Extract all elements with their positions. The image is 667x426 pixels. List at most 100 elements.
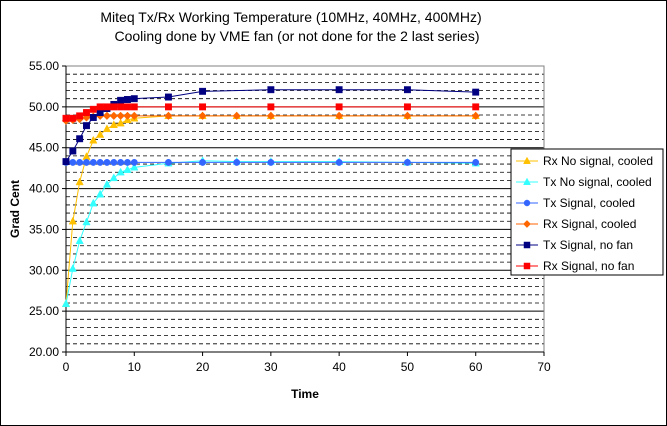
data-point-square — [83, 109, 90, 117]
data-point-triangle — [123, 165, 132, 173]
data-point-triangle — [523, 156, 531, 164]
data-point-square — [69, 147, 77, 155]
data-point-square — [124, 103, 131, 111]
data-point-circle — [523, 199, 531, 207]
data-point-diamond — [116, 111, 125, 120]
data-point-diamond — [334, 111, 344, 120]
legend-label: Rx No signal, cooled — [543, 154, 653, 168]
legend-item: Rx Signal, no fan — [516, 259, 634, 273]
x-tick-label: 20 — [196, 360, 210, 374]
data-point-circle — [103, 158, 111, 166]
data-point-triangle — [89, 198, 98, 207]
data-point-circle — [199, 158, 207, 166]
legend-label: Tx Signal, no fan — [543, 238, 633, 252]
series-group — [61, 86, 480, 307]
data-point-square — [96, 103, 104, 111]
data-point-square — [199, 87, 207, 95]
legend-label: Rx Signal, cooled — [543, 217, 636, 231]
y-tick-label: 55.00 — [29, 59, 59, 73]
data-point-triangle — [130, 162, 139, 171]
data-point-square — [69, 114, 77, 122]
data-point-diamond — [198, 111, 207, 120]
data-point-square — [164, 93, 172, 101]
data-point-square — [267, 103, 275, 111]
data-point-square — [130, 103, 138, 111]
x-tick-label: 0 — [63, 360, 70, 374]
data-point-square — [403, 86, 411, 94]
data-point-triangle — [116, 118, 125, 127]
data-point-circle — [472, 158, 480, 166]
data-point-square — [62, 158, 70, 166]
data-point-triangle — [116, 167, 125, 176]
legend-item: Rx Signal, cooled — [516, 217, 636, 231]
data-point-triangle — [96, 130, 105, 138]
data-point-triangle — [109, 173, 118, 182]
data-point-circle — [267, 158, 275, 166]
data-point-triangle — [75, 236, 84, 245]
data-point-triangle — [61, 299, 71, 307]
legend-item: Rx No signal, cooled — [516, 154, 653, 168]
data-point-square — [164, 103, 172, 111]
plot-area — [66, 66, 544, 352]
x-axis-title: Time — [291, 387, 319, 401]
data-point-square — [96, 109, 104, 117]
data-point-diamond — [102, 111, 112, 120]
legend-label: Rx Signal, no fan — [543, 259, 634, 273]
x-tick-label: 70 — [537, 360, 551, 374]
data-point-square — [89, 114, 97, 121]
data-point-diamond — [164, 111, 173, 120]
data-point-square — [83, 122, 90, 130]
y-tick-label: 50.00 — [29, 100, 59, 114]
legend-label: Tx No signal, cooled — [543, 175, 652, 189]
y-tick-label: 20.00 — [29, 345, 59, 359]
x-tick-label: 10 — [128, 360, 142, 374]
series-rx-signal-no-fan — [62, 103, 480, 122]
data-point-circle — [76, 158, 84, 166]
y-axis-title: Grad Cent — [8, 180, 22, 238]
data-point-circle — [110, 158, 118, 166]
data-point-circle — [83, 158, 90, 166]
data-point-square — [335, 86, 343, 94]
data-point-square — [199, 103, 207, 111]
data-point-square — [472, 88, 480, 96]
data-point-square — [76, 135, 84, 143]
y-tick-label: 25.00 — [29, 304, 59, 318]
data-point-triangle — [102, 179, 112, 188]
chart-title: Miteq Tx/Rx Working Temperature (10MHz, … — [100, 9, 481, 25]
data-point-circle — [69, 158, 77, 166]
data-point-square — [89, 105, 97, 113]
data-point-square — [267, 86, 275, 94]
y-tick-label: 30.00 — [29, 263, 59, 277]
data-point-diamond — [123, 111, 132, 120]
legend-label: Tx Signal, cooled — [543, 196, 635, 210]
data-point-triangle — [89, 135, 98, 144]
data-point-triangle — [68, 216, 77, 225]
data-point-triangle — [96, 189, 105, 198]
data-point-diamond — [232, 111, 241, 120]
data-point-diamond — [266, 111, 276, 120]
data-point-square — [76, 112, 84, 120]
data-point-square — [335, 103, 343, 111]
data-point-square — [117, 96, 125, 104]
data-point-square — [124, 96, 131, 103]
data-point-triangle — [75, 177, 84, 186]
data-point-triangle — [102, 124, 112, 133]
x-tick-label: 30 — [264, 360, 278, 374]
y-tick-label: 35.00 — [29, 222, 59, 236]
series-tx-signal-cooled — [62, 158, 480, 166]
data-point-square — [62, 114, 70, 122]
x-tick-label: 50 — [401, 360, 415, 374]
y-tick-label: 40.00 — [29, 182, 59, 196]
data-point-triangle — [109, 120, 118, 128]
legend-box — [510, 148, 664, 276]
legend-item: Tx No signal, cooled — [516, 175, 652, 189]
series-tx-signal-no-fan — [62, 86, 480, 166]
x-tick-label: 40 — [332, 360, 346, 374]
data-point-circle — [403, 158, 411, 166]
data-point-square — [130, 95, 138, 103]
data-point-diamond — [471, 111, 480, 120]
legend-item: Tx Signal, cooled — [516, 196, 635, 210]
chart-subtitle: Cooling done by VME fan (or not done for… — [115, 28, 480, 44]
